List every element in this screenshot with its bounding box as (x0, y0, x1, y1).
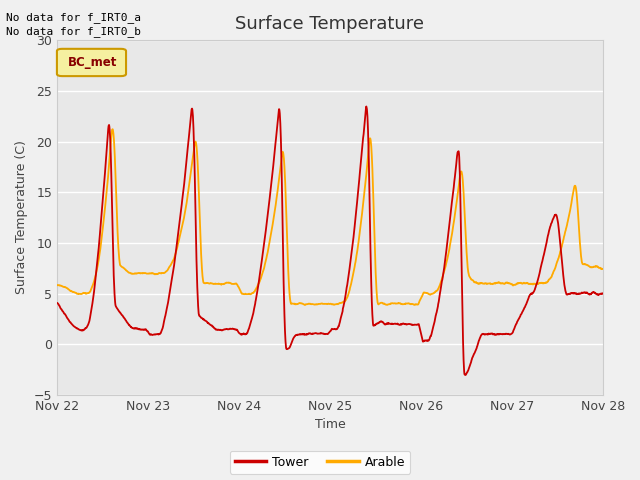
Text: No data for f_IRT0_b: No data for f_IRT0_b (6, 26, 141, 37)
Y-axis label: Surface Temperature (C): Surface Temperature (C) (15, 141, 28, 295)
Text: BC_met: BC_met (67, 56, 117, 69)
Legend: Tower, Arable: Tower, Arable (230, 451, 410, 474)
FancyBboxPatch shape (57, 49, 126, 76)
Text: No data for f_IRT0_a: No data for f_IRT0_a (6, 12, 141, 23)
X-axis label: Time: Time (314, 419, 345, 432)
Title: Surface Temperature: Surface Temperature (236, 15, 424, 33)
